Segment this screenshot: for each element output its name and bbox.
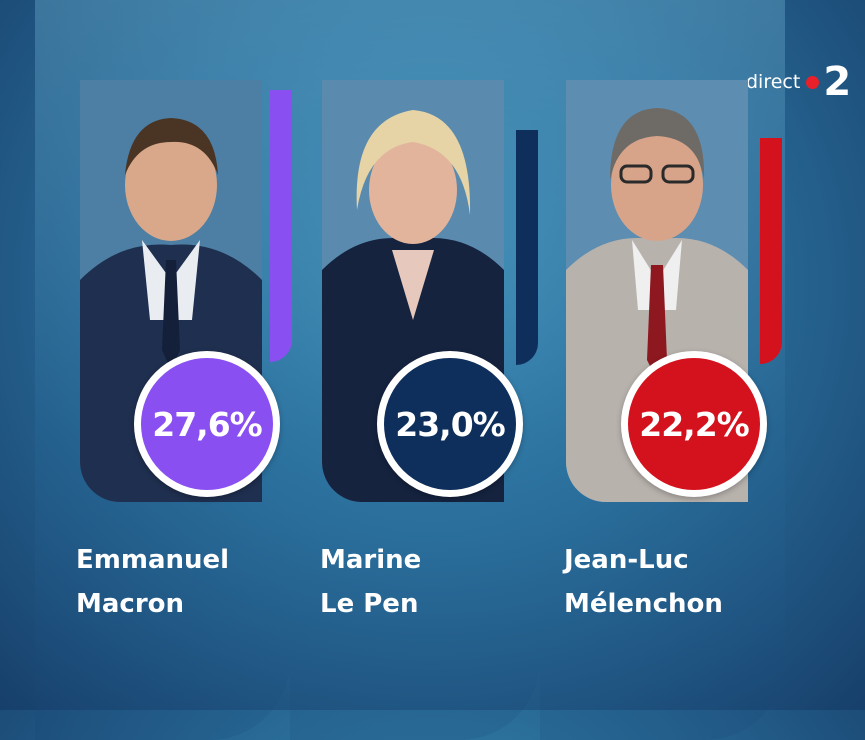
live-label: direct	[746, 71, 801, 93]
live-dot-icon	[806, 75, 820, 89]
score-bar	[760, 138, 782, 364]
score-circle: 27,6%	[134, 351, 280, 497]
first-name: Jean-Luc	[564, 545, 689, 575]
candidate-name: Emmanuel Macron	[76, 538, 229, 626]
score-circle: 23,0%	[377, 351, 523, 497]
channel-logo: direct 2	[746, 62, 851, 102]
last-name: Mélenchon	[564, 589, 723, 619]
first-name: Marine	[320, 545, 422, 575]
last-name: Le Pen	[320, 589, 419, 619]
candidate-card-melenchon: 22,2% Jean-Luc Mélenchon	[0, 0, 782, 710]
score-bar	[516, 130, 538, 365]
score-bar	[270, 90, 292, 362]
channel-number: 2	[823, 59, 852, 105]
candidate-card-macron: 27,6% Emmanuel Macron	[0, 0, 292, 710]
candidate-name: Marine Le Pen	[320, 538, 421, 626]
candidate-card-le-pen: 23,0% Marine Le Pen	[0, 0, 538, 710]
last-name: Macron	[76, 589, 185, 619]
first-name: Emmanuel	[76, 545, 230, 575]
score-circle: 22,2%	[621, 351, 767, 497]
candidate-name: Jean-Luc Mélenchon	[564, 538, 723, 626]
